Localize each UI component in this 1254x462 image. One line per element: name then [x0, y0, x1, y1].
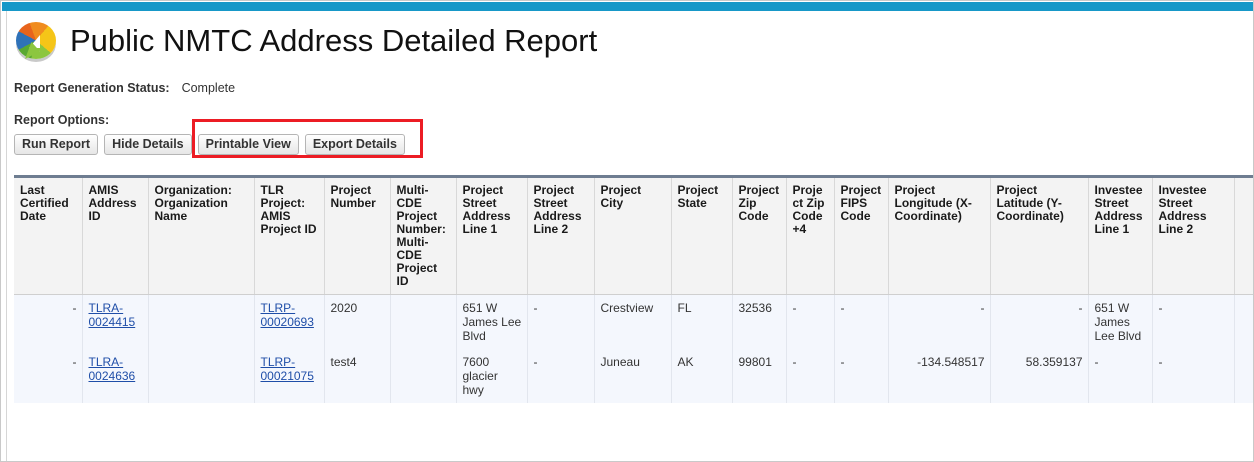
column-header-amis-address-id[interactable]: AMIS Address ID: [82, 178, 149, 295]
table-header-row: Last Certified Date AMIS Address ID Orga…: [14, 178, 1253, 295]
table-body: - TLRA-0024415 TLRP-00020693 2020 651 W …: [14, 294, 1253, 403]
amis-address-id-link[interactable]: TLRA-0024636: [88, 355, 136, 383]
report-table: Last Certified Date AMIS Address ID Orga…: [14, 178, 1253, 403]
cell-investee-street-address-line-1: 651 W James Lee Blvd: [1088, 294, 1153, 349]
report-table-container[interactable]: Last Certified Date AMIS Address ID Orga…: [14, 175, 1253, 403]
table-row: - TLRA-0024636 TLRP-00021075 test4 7600 …: [14, 349, 1253, 403]
column-header-project-longitude[interactable]: Project Longitude (X-Coordinate): [888, 178, 991, 295]
top-accent-bar: [2, 2, 1253, 11]
cell-last-certified-date: -: [14, 294, 83, 349]
cell-project-street-address-line-1: 651 W James Lee Blvd: [456, 294, 528, 349]
pie-chart-icon: [16, 20, 60, 62]
cell-tlr-project-amis-project-id: TLRP-00020693: [254, 294, 325, 349]
cell-project-city: Juneau: [594, 349, 672, 403]
cell-project-street-address-line-2: -: [527, 294, 595, 349]
column-header-project-fips-code[interactable]: Project FIPS Code: [834, 178, 889, 295]
cell-multi-cde-project-number: [390, 349, 457, 403]
column-header-organization-name[interactable]: Organization: Organization Name: [148, 178, 255, 295]
column-header-project-city[interactable]: Project City: [594, 178, 672, 295]
cell-project-city: Crestview: [594, 294, 672, 349]
column-header-project-zip-code[interactable]: Project Zip Code: [732, 178, 787, 295]
printable-view-button[interactable]: Printable View: [197, 133, 299, 155]
column-header-tlr-project-amis-project-id[interactable]: TLR Project: AMIS Project ID: [254, 178, 325, 295]
export-details-button[interactable]: Export Details: [304, 133, 405, 155]
report-options-label: Report Options:: [14, 113, 110, 127]
cell-spacer: [1234, 349, 1253, 403]
cell-investee-street-address-line-2: -: [1152, 349, 1235, 403]
cell-project-fips-code: -: [834, 294, 889, 349]
cell-project-number: test4: [324, 349, 391, 403]
column-header-investee-street-address-line-1[interactable]: Investee Street Address Line 1: [1088, 178, 1153, 295]
report-options-buttons: Run Report Hide Details Printable View E…: [14, 119, 1253, 158]
cell-amis-address-id: TLRA-0024415: [82, 294, 149, 349]
cell-organization-name: [148, 294, 255, 349]
cell-project-state: AK: [671, 349, 733, 403]
status-value: Complete: [181, 81, 236, 95]
page-title: Public NMTC Address Detailed Report: [70, 23, 598, 58]
cell-project-latitude: 58.359137: [990, 349, 1089, 403]
cell-multi-cde-project-number: [390, 294, 457, 349]
run-report-button[interactable]: Run Report: [14, 133, 99, 155]
cell-project-fips-code: -: [834, 349, 889, 403]
column-header-project-latitude[interactable]: Project Latitude (Y-Coordinate): [990, 178, 1089, 295]
column-header-investee-street-address-line-2[interactable]: Investee Street Address Line 2: [1152, 178, 1235, 295]
page-content: Public NMTC Address Detailed Report Repo…: [14, 15, 1253, 461]
cell-project-street-address-line-1: 7600 glacier hwy: [456, 349, 528, 403]
left-rail: [2, 11, 7, 461]
cell-organization-name: [148, 349, 255, 403]
title-row: Public NMTC Address Detailed Report: [14, 15, 1253, 67]
cell-project-zip-code: 32536: [732, 294, 787, 349]
cell-investee-street-address-line-1: -: [1088, 349, 1153, 403]
amis-address-id-link[interactable]: TLRA-0024415: [88, 301, 136, 329]
cell-project-latitude: -: [990, 294, 1089, 349]
tlr-project-link[interactable]: TLRP-00020693: [260, 301, 314, 329]
table-row: - TLRA-0024415 TLRP-00020693 2020 651 W …: [14, 294, 1253, 349]
cell-project-street-address-line-2: -: [527, 349, 595, 403]
cell-project-zip-code-plus-4: -: [786, 294, 835, 349]
column-header-project-number[interactable]: Project Number: [324, 178, 391, 295]
column-header-multi-cde-project-number[interactable]: Multi-CDE Project Number: Multi-CDE Proj…: [390, 178, 457, 295]
cell-project-zip-code: 99801: [732, 349, 787, 403]
cell-last-certified-date: -: [14, 349, 83, 403]
column-header-last-certified-date[interactable]: Last Certified Date: [14, 178, 83, 295]
column-header-project-street-address-line-1[interactable]: Project Street Address Line 1: [456, 178, 528, 295]
cell-investee-street-address-line-2: -: [1152, 294, 1235, 349]
column-header-project-zip-code-plus-4[interactable]: Project Zip Code +4: [786, 178, 835, 295]
hide-details-button[interactable]: Hide Details: [104, 133, 192, 155]
cell-project-state: FL: [671, 294, 733, 349]
report-generation-status: Report Generation Status: Complete: [14, 81, 1253, 95]
cell-project-longitude: -134.548517: [888, 349, 991, 403]
cell-tlr-project-amis-project-id: TLRP-00021075: [254, 349, 325, 403]
column-header-spacer: [1234, 178, 1253, 295]
cell-project-zip-code-plus-4: -: [786, 349, 835, 403]
column-header-project-state[interactable]: Project State: [671, 178, 733, 295]
status-label: Report Generation Status:: [14, 81, 170, 95]
column-header-project-street-address-line-2[interactable]: Project Street Address Line 2: [527, 178, 595, 295]
cell-amis-address-id: TLRA-0024636: [82, 349, 149, 403]
cell-spacer: [1234, 294, 1253, 349]
tlr-project-link[interactable]: TLRP-00021075: [260, 355, 314, 383]
cell-project-number: 2020: [324, 294, 391, 349]
cell-project-longitude: -: [888, 294, 991, 349]
